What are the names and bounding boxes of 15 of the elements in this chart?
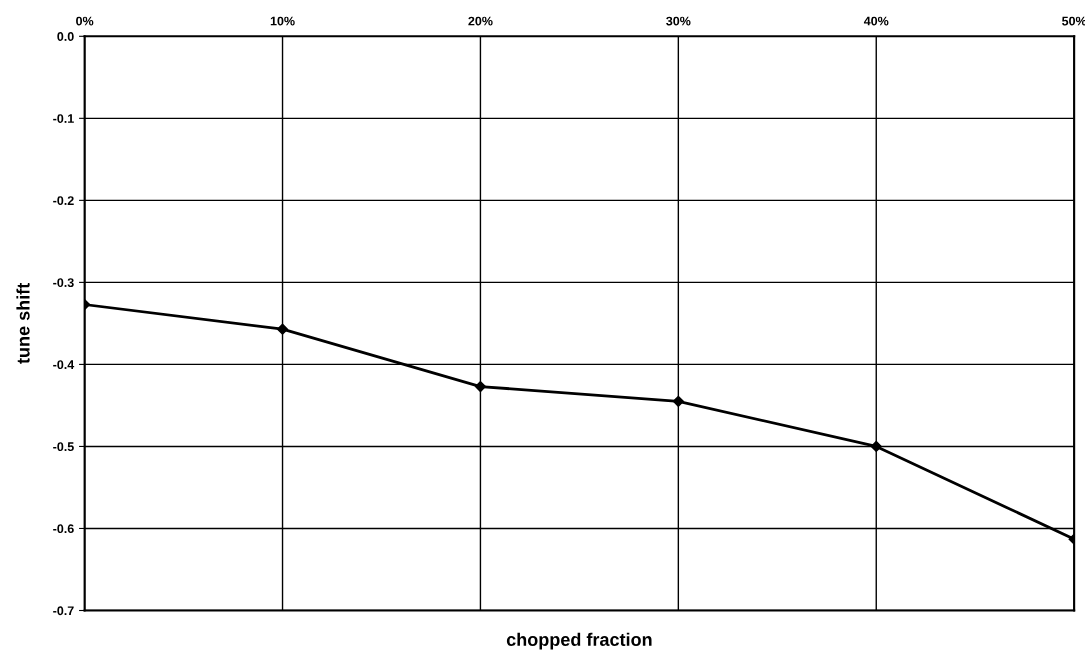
y-tick-label: -0.3 (53, 278, 74, 288)
x2-tick-label: 40% (863, 16, 889, 26)
y-tick-label: -0.7 (53, 606, 74, 616)
y-tick-label: -0.2 (53, 196, 74, 206)
x2-tick-label: 20% (468, 16, 493, 26)
x2-tick-label: 10% (270, 16, 295, 26)
y-tick-label: -0.1 (53, 114, 74, 123)
y-tick-label: -0.6 (53, 524, 74, 534)
x2-tick-label: 0% (76, 16, 94, 26)
y-axis-title: tune shift (16, 283, 30, 364)
y-tick-label: -0.5 (53, 442, 74, 452)
x-axis-title: chopped fraction (506, 632, 652, 650)
x2-tick-label: 30% (666, 16, 691, 26)
y-tick-label: 0.0 (57, 32, 74, 41)
y-tick-label: -0.4 (53, 360, 75, 370)
